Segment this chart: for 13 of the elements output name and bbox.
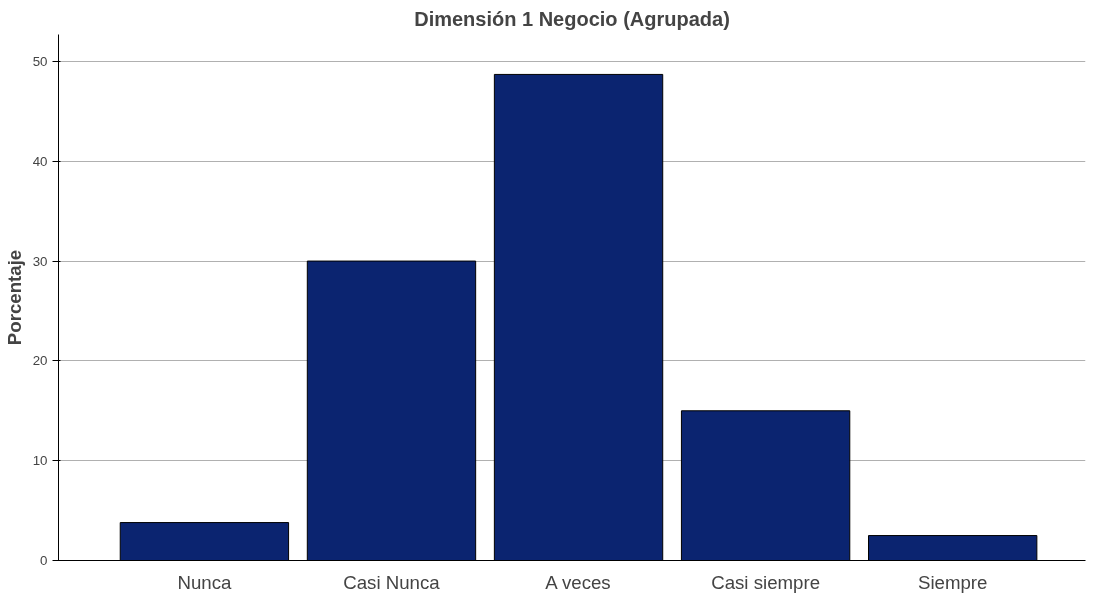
x-tick-label: Siempre xyxy=(917,571,988,593)
x-tick-label: Nunca xyxy=(177,571,232,593)
y-tick-label: 40 xyxy=(32,153,48,169)
x-tick-label: Casi Nunca xyxy=(343,571,441,593)
y-tick-label: 50 xyxy=(32,53,48,69)
chart-title: Dimensión 1 Negocio (Agrupada) xyxy=(414,7,730,30)
y-tick-label: 0 xyxy=(40,553,48,568)
y-tick-label: 30 xyxy=(32,253,48,269)
x-tick-label: A veces xyxy=(545,571,611,593)
x-tick-label: Casi siempre xyxy=(711,571,821,593)
y-tick-label: 10 xyxy=(32,453,48,469)
y-tick-label: 20 xyxy=(32,353,48,369)
y-axis-title: Porcentaje xyxy=(3,249,25,346)
